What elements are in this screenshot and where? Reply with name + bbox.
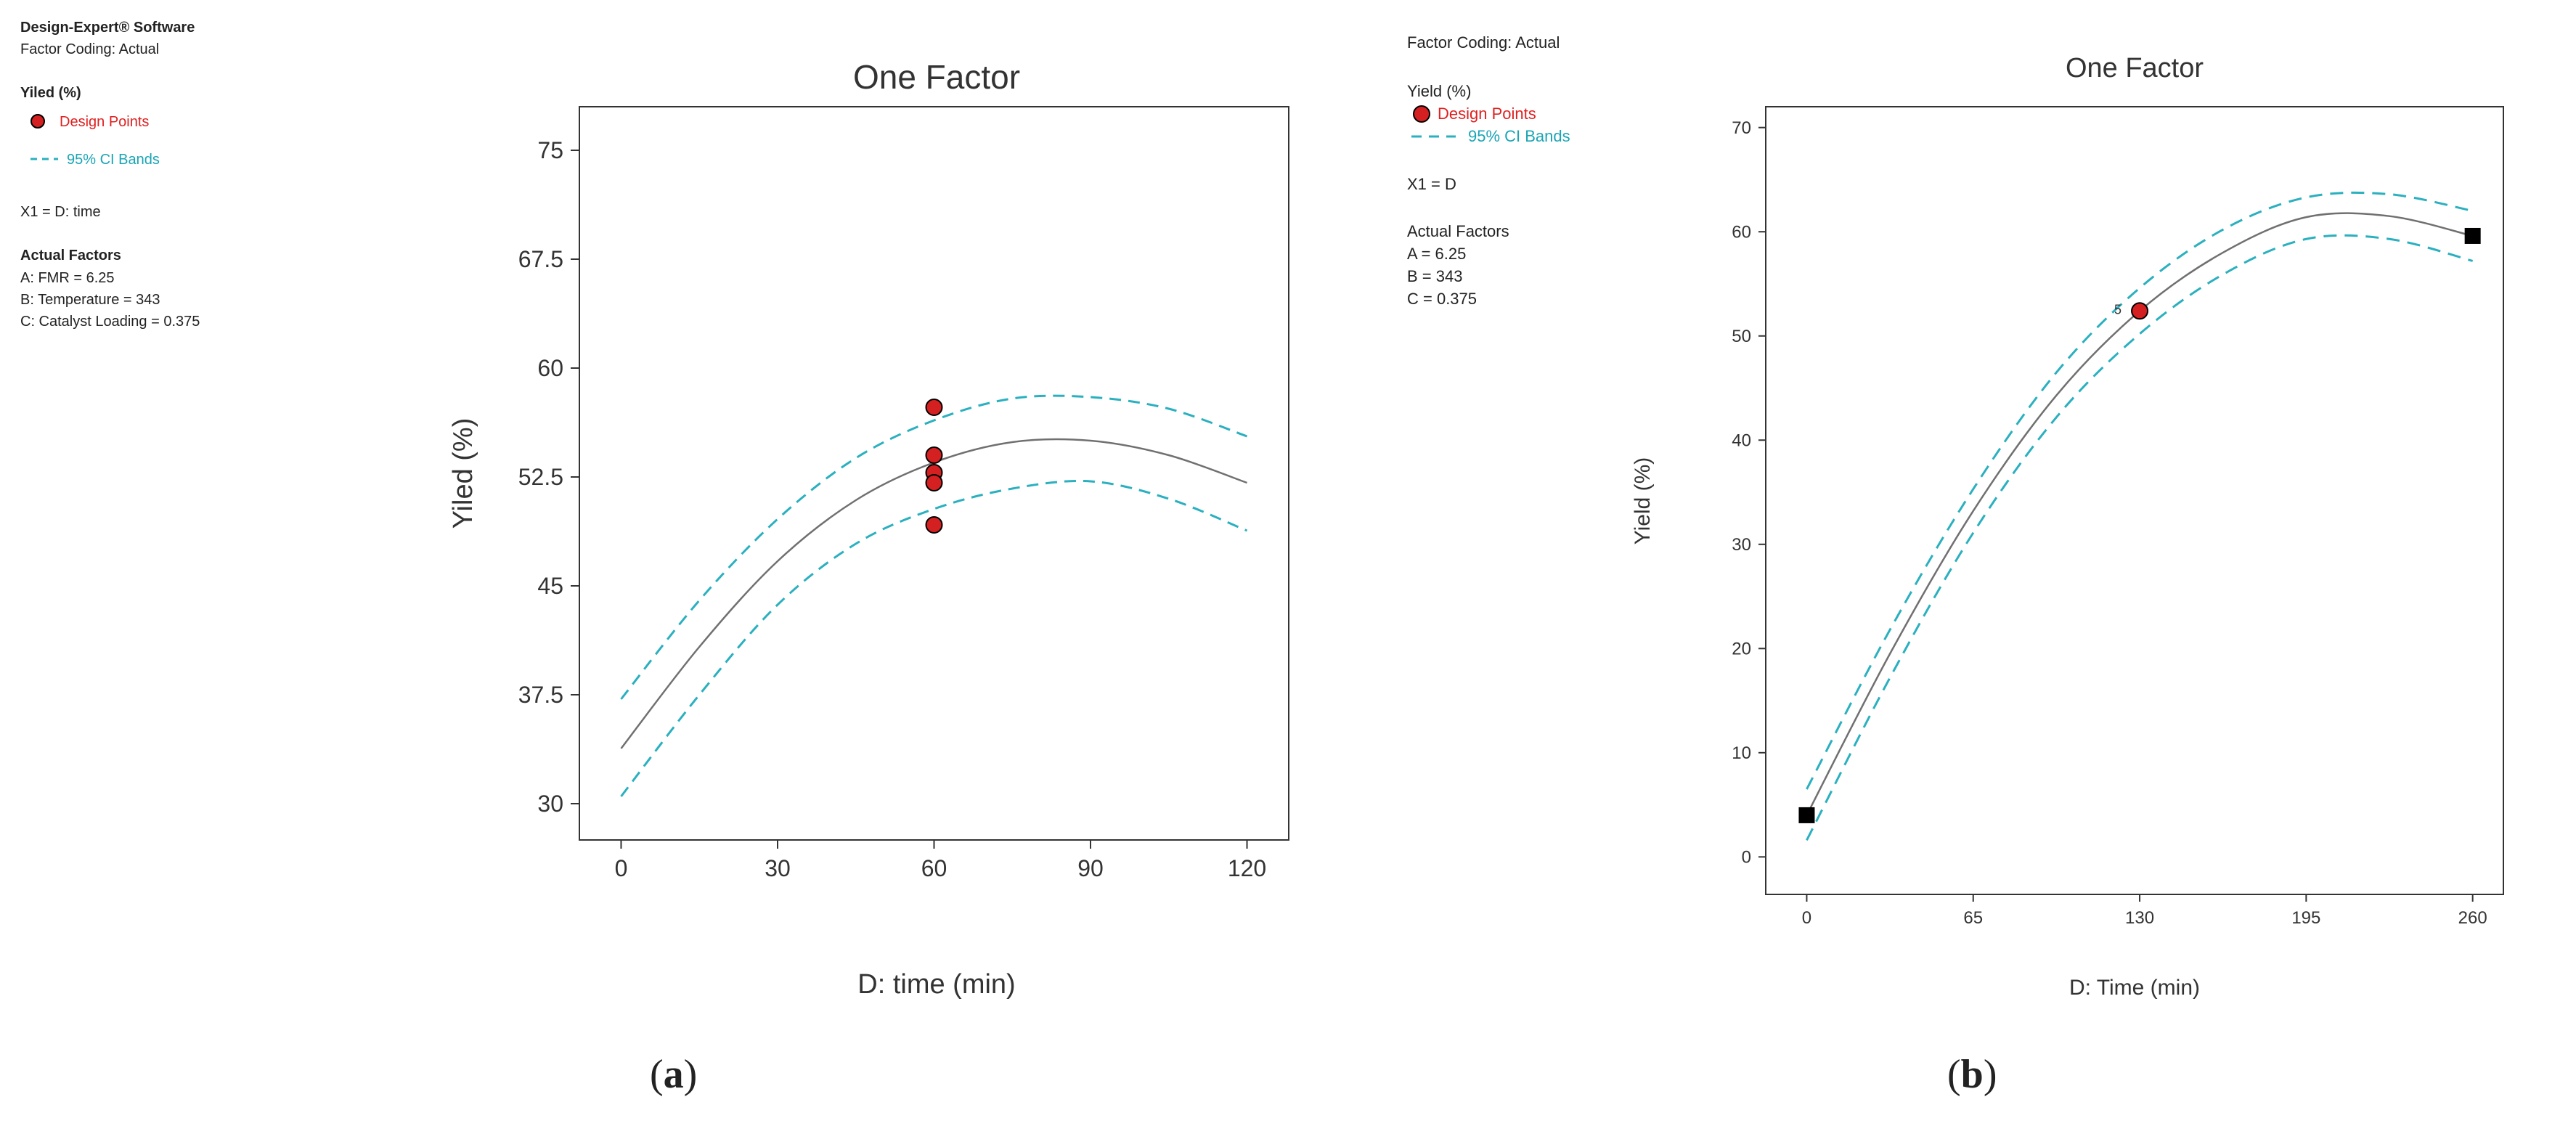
legend-design-points-a: Design Points bbox=[60, 114, 150, 130]
legend-design-points-b: Design Points bbox=[1438, 105, 1536, 123]
y-tick-label: 45 bbox=[537, 573, 563, 599]
x1-label-b: X1 = D bbox=[1407, 175, 1456, 193]
actual-factors-title-b: Actual Factors bbox=[1407, 222, 1509, 240]
chart-a-xlabel: D: time (min) bbox=[857, 969, 1015, 1000]
factor-coding-a: Factor Coding: Actual bbox=[20, 41, 160, 57]
factor-coding-b: Factor Coding: Actual bbox=[1407, 33, 1560, 52]
chart-b-xlabel: D: Time (min) bbox=[2069, 976, 2200, 1000]
chart-b: One Factor D: Time (min) Yield (%) 0 65 13… bbox=[1631, 53, 2504, 1000]
x-tick-label: 0 bbox=[1802, 908, 1811, 928]
chart-a-title: One Factor bbox=[853, 58, 1020, 96]
actual-factors-title-a: Actual Factors bbox=[20, 248, 121, 264]
actual-factor-a-2: B: Temperature = 343 bbox=[20, 292, 160, 308]
design-point-count: 5 bbox=[2114, 302, 2121, 317]
legend-ci-bands-b: 95% CI Bands bbox=[1468, 127, 1570, 145]
y-tick-label: 52.5 bbox=[518, 464, 563, 490]
actual-factor-b-2: B = 343 bbox=[1407, 267, 1463, 285]
sublabel-b: (b) bbox=[1947, 1052, 1997, 1097]
y-tick-label: 0 bbox=[1742, 848, 1751, 868]
actual-factor-a-1: A: FMR = 6.25 bbox=[20, 270, 115, 286]
y-tick-label: 10 bbox=[1732, 743, 1751, 763]
y-tick-label: 30 bbox=[1732, 535, 1751, 555]
x-tick-label: 120 bbox=[1228, 855, 1266, 881]
chart-a: One Factor D: time (min) Yiled (%) 0 30 60… bbox=[448, 58, 1289, 1000]
design-point bbox=[925, 446, 943, 464]
response-name-a: Yiled (%) bbox=[20, 85, 81, 101]
y-tick-label: 40 bbox=[1732, 431, 1751, 451]
x-tick-label: 30 bbox=[765, 855, 791, 881]
actual-factor-b-1: A = 6.25 bbox=[1407, 245, 1467, 263]
x-tick-label: 65 bbox=[1963, 908, 1983, 928]
actual-factor-b-3: C = 0.375 bbox=[1407, 290, 1477, 308]
legend-ci-bands-a: 95% CI Bands bbox=[67, 152, 160, 168]
series-line-95-ci-lower bbox=[1806, 234, 2474, 841]
series-line-fit bbox=[1806, 212, 2473, 816]
y-tick-label: 67.5 bbox=[518, 246, 563, 272]
chart-b-ylabel: Yield (%) bbox=[1631, 457, 1655, 545]
x-tick-label: 90 bbox=[1077, 855, 1104, 881]
actual-factor-a-3: C: Catalyst Loading = 0.375 bbox=[20, 314, 200, 330]
legend-point-marker-a bbox=[30, 114, 45, 128]
y-tick-label: 70 bbox=[1732, 118, 1751, 138]
design-point bbox=[925, 399, 943, 416]
y-tick-label: 37.5 bbox=[518, 682, 563, 708]
x-tick-label: 195 bbox=[2291, 908, 2320, 928]
y-tick-label: 60 bbox=[1732, 223, 1751, 242]
y-tick-label: 20 bbox=[1732, 640, 1751, 659]
series-line-fit bbox=[620, 438, 1247, 749]
design-point bbox=[2131, 302, 2149, 320]
y-tick-label: 60 bbox=[537, 355, 563, 381]
y-tick-label: 30 bbox=[537, 791, 563, 817]
response-name-b: Yield (%) bbox=[1407, 82, 1472, 100]
series-line-95-ci-lower bbox=[620, 480, 1248, 797]
square-marker bbox=[1798, 807, 1815, 823]
y-tick-label: 50 bbox=[1732, 327, 1751, 346]
y-tick-label: 75 bbox=[537, 137, 563, 163]
series-line-95-ci-upper bbox=[1806, 191, 2473, 790]
legend-point-marker-b bbox=[1413, 105, 1430, 123]
software-title: Design-Expert® Software bbox=[20, 20, 195, 36]
x-tick-label: 60 bbox=[921, 855, 947, 881]
chart-a-ylabel: Yiled (%) bbox=[448, 418, 478, 529]
chart-b-title: One Factor bbox=[2066, 53, 2204, 83]
series-line-95-ci-upper bbox=[620, 394, 1248, 700]
design-point bbox=[925, 516, 943, 534]
chart-b-frame bbox=[1765, 106, 2504, 895]
x-tick-label: 0 bbox=[615, 855, 628, 881]
sublabel-a: (a) bbox=[650, 1052, 698, 1097]
x1-label-a: X1 = D: time bbox=[20, 204, 101, 220]
x-tick-label: 260 bbox=[2458, 908, 2487, 928]
square-marker bbox=[2464, 227, 2481, 244]
design-point bbox=[925, 474, 943, 491]
x-tick-label: 130 bbox=[2125, 908, 2154, 928]
